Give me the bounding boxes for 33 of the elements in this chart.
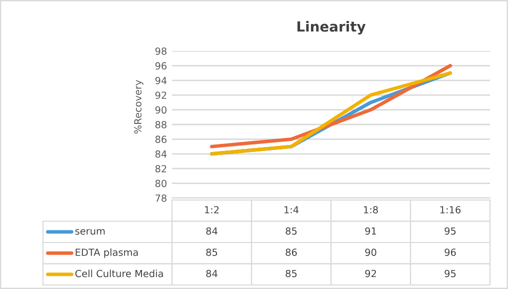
legend-label: EDTA plasma [76,248,138,258]
y-tick-label: 80 [155,180,166,188]
y-tick-label: 86 [155,136,167,144]
y-tick-label: 98 [155,47,166,55]
y-tick-label: 82 [155,165,166,172]
chart-title: Linearity [297,21,366,35]
data-label: 96 [444,248,456,256]
x-tick-label: 1:16 [440,206,461,214]
data-label: 85 [286,227,297,235]
data-label: 84 [206,227,218,235]
data-label: 86 [286,248,297,256]
data-label: 85 [206,248,218,256]
x-tick-label: 1:2 [204,206,219,214]
x-tick-label: 1:8 [364,206,378,214]
legend-label: serum [75,229,105,235]
legend-label: Cell Culture Media [75,270,163,278]
y-tick-label: 78 [156,194,166,202]
data-label: 95 [444,270,456,278]
data-label: 95 [444,227,456,235]
y-tick-label: 88 [155,120,166,128]
data-label: 84 [206,270,218,278]
y-tick-label: 94 [155,76,167,84]
data-label: 92 [365,270,376,278]
y-axis-title: %Recovery [134,80,144,134]
data-label: 85 [286,270,297,278]
data-label: 90 [365,248,376,256]
x-tick-label: 1:4 [284,206,299,214]
y-tick-label: 92 [155,92,166,99]
data-label: 91 [365,227,376,235]
line-series [210,71,452,156]
y-tick-label: 96 [155,62,167,70]
y-tick-label: 84 [155,150,167,158]
y-tick-label: 90 [155,106,166,114]
